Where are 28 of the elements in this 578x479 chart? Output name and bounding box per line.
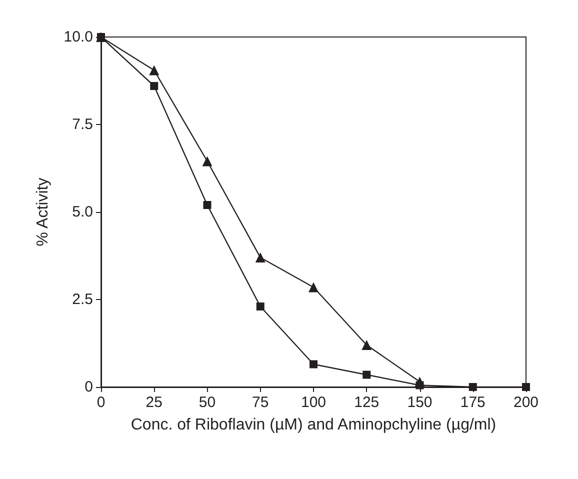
y-axis-title: % Activity [34, 178, 52, 246]
x-tick-label: 75 [252, 394, 269, 411]
point [149, 65, 160, 76]
point [150, 82, 158, 90]
x-tick-label: 150 [407, 394, 432, 411]
y-tick-label: 0 [84, 378, 93, 396]
x-axis-title: Conc. of Riboflavin (µM) and Aminopchyline (µg/ml) [130, 416, 496, 434]
point [416, 381, 424, 390]
y-tick-label: 7.5 [72, 116, 93, 133]
x-tick-label: 175 [460, 394, 486, 411]
point [308, 282, 318, 292]
x-tick-label: 50 [198, 394, 216, 411]
point [256, 302, 264, 310]
y-tick-label: 10.0 [64, 28, 93, 46]
y-tick-label: 2.5 [72, 291, 93, 308]
point [202, 156, 212, 166]
x-tick-label: 25 [146, 394, 162, 411]
point [362, 370, 371, 379]
point [468, 383, 477, 391]
y-tick-label: 5.0 [72, 204, 93, 220]
point [203, 201, 212, 209]
point [255, 252, 266, 262]
x-tick-label: 100 [300, 394, 326, 411]
point [362, 340, 372, 350]
x-tick-label: 200 [513, 394, 539, 411]
x-tick-label: 0 [96, 394, 106, 411]
x-tick-label: 125 [354, 394, 380, 411]
point [310, 360, 318, 368]
